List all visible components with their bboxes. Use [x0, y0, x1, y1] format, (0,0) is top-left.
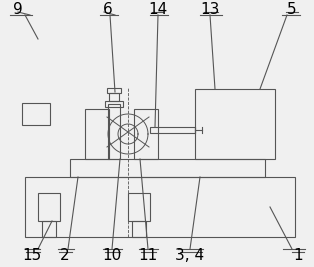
Bar [70, 159, 265, 177]
Bar [85, 109, 109, 159]
Bar [38, 193, 60, 221]
Bar [132, 221, 146, 237]
Bar [105, 101, 123, 107]
Text: 1: 1 [293, 248, 303, 262]
Text: 2: 2 [60, 248, 70, 262]
Text: 5: 5 [287, 2, 297, 18]
Bar [109, 93, 119, 101]
Bar [42, 221, 56, 237]
Text: 13: 13 [200, 2, 220, 18]
Bar [108, 104, 120, 159]
Bar [107, 88, 121, 93]
Text: 10: 10 [102, 248, 122, 262]
Text: 11: 11 [138, 248, 158, 262]
Bar [150, 127, 195, 133]
Text: 6: 6 [103, 2, 113, 18]
Bar [22, 103, 50, 125]
Text: 9: 9 [13, 2, 23, 18]
Text: 15: 15 [22, 248, 42, 262]
Text: 3, 4: 3, 4 [176, 248, 204, 262]
Bar [195, 89, 275, 159]
Bar [128, 193, 150, 221]
Bar [134, 109, 158, 159]
Text: 14: 14 [149, 2, 168, 18]
Bar [25, 177, 295, 237]
